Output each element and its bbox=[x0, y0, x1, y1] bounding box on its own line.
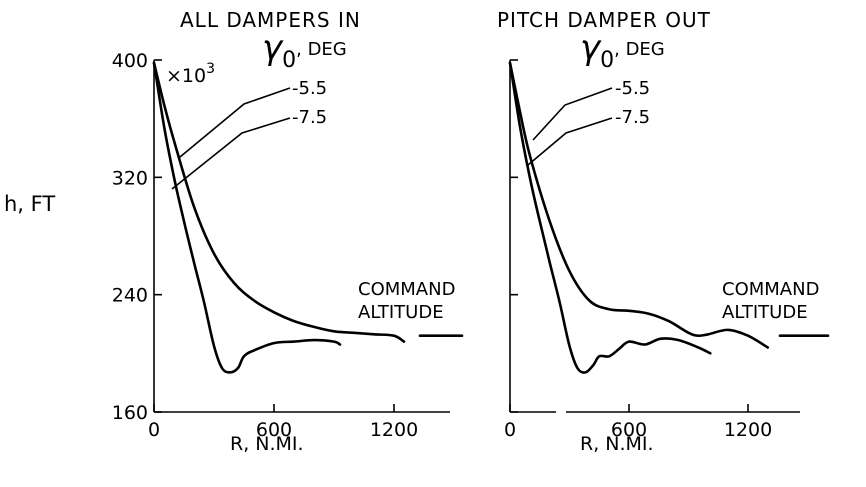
legend-title-right: γ0, DEG bbox=[580, 28, 665, 73]
x-tick-label-0: 0 bbox=[504, 419, 516, 441]
x-axis-label-all-dampers-in: R, N.MI. bbox=[230, 433, 304, 455]
series-line-gamma-minus-5-5 bbox=[508, 61, 770, 349]
gamma-symbol-right: γ bbox=[580, 28, 602, 68]
y-tick-label-320: 320 bbox=[112, 167, 148, 189]
command-altitude-line1-right: COMMAND bbox=[722, 279, 819, 300]
x-tick-label-1200: 1200 bbox=[724, 419, 772, 441]
gamma-subscript-left: 0 bbox=[282, 48, 296, 73]
y-tick-label-240: 240 bbox=[112, 285, 148, 307]
y-tick-label-160: 160 bbox=[112, 402, 148, 424]
legend-value-left-2: -7.5 bbox=[292, 107, 327, 128]
legend-value-right-2: -7.5 bbox=[615, 107, 650, 128]
chart-panel-pitch-damper-out: PITCH DAMPER OUT 0 600 1200 R, N.MI. γ0, D… bbox=[497, 8, 830, 455]
legend-leader-right-1 bbox=[532, 87, 613, 141]
chart-title-all-dampers-in: ALL DAMPERS IN bbox=[180, 8, 361, 32]
x-axis-pitch-damper-out: 0 600 1200 bbox=[504, 404, 800, 441]
command-altitude-line2-left: ALTITUDE bbox=[358, 302, 444, 323]
y-axis-pitch-damper-out bbox=[509, 59, 518, 413]
series-line-gamma-minus-7-5 bbox=[152, 61, 342, 374]
series-line-gamma-minus-7-5 bbox=[508, 61, 712, 374]
x-axis-all-dampers-in: 0 600 1200 bbox=[148, 404, 450, 441]
legend-leader-left-1 bbox=[179, 87, 291, 158]
legend-title-left: γ0, DEG bbox=[262, 28, 347, 73]
legend-value-left-1: -5.5 bbox=[292, 78, 327, 99]
y-axis-multiplier-exponent: 3 bbox=[206, 61, 215, 77]
x-tick-label-0: 0 bbox=[148, 419, 160, 441]
gamma-symbol-left: γ bbox=[262, 28, 284, 68]
x-axis-label-pitch-damper-out: R, N.MI. bbox=[580, 433, 654, 455]
y-axis-label: h, FT bbox=[4, 192, 55, 216]
legend-leader-right-2 bbox=[527, 117, 613, 166]
x-tick-label-1200: 1200 bbox=[370, 419, 418, 441]
gamma-unit-right: , DEG bbox=[614, 39, 665, 60]
x-tick-label-600: 600 bbox=[256, 419, 292, 441]
legend-value-right-1: -5.5 bbox=[615, 78, 650, 99]
chart-title-pitch-damper-out: PITCH DAMPER OUT bbox=[497, 8, 711, 32]
command-altitude-line2-right: ALTITUDE bbox=[722, 302, 808, 323]
legend-leader-left-2 bbox=[171, 117, 291, 190]
command-altitude-line1-left: COMMAND bbox=[358, 279, 455, 300]
y-axis-all-dampers-in: 160 240 320 400 bbox=[112, 50, 162, 424]
y-axis-multiplier: ×103 bbox=[166, 61, 215, 87]
gamma-unit-left: , DEG bbox=[296, 39, 347, 60]
y-axis-multiplier-base: ×10 bbox=[166, 65, 206, 87]
x-tick-label-600: 600 bbox=[611, 419, 647, 441]
gamma-subscript-right: 0 bbox=[600, 48, 614, 73]
series-line-gamma-minus-5-5 bbox=[152, 61, 406, 343]
chart-panel-all-dampers-in: ALL DAMPERS IN 0 600 1200 160 240 320 400 R, … bbox=[112, 8, 464, 455]
y-tick-label-400: 400 bbox=[112, 50, 148, 72]
